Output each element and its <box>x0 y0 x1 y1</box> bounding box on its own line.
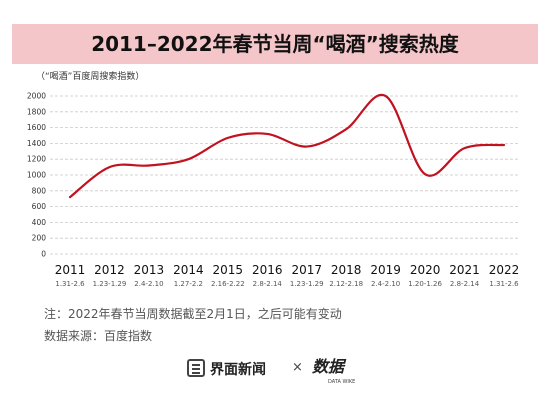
footer-brand: 界面新闻 <box>210 362 266 378</box>
y-tick-labels: 0 200 400 600 800 1000 1200 1400 1600 1800 2000 <box>27 92 46 259</box>
x-date-range-label: 1.31-2.6 <box>489 280 519 288</box>
y-axis-label: （“喝酒”百度周搜索指数） <box>36 70 144 82</box>
x-tick-label: 2017 <box>291 263 322 277</box>
title-bar: 2011–2022年春节当周“喝酒”搜索热度 <box>12 24 538 64</box>
x-date-range-label: 2.4-2.10 <box>371 280 400 288</box>
x-date-range-label: 1.31-2.6 <box>55 280 85 288</box>
line-chart: （“喝酒”百度周搜索指数） 0 200 400 600 800 1000 1200 1400 1… <box>27 70 520 288</box>
x-date-range-label: 1.20-1.26 <box>408 280 442 288</box>
y-tick-label: 600 <box>32 202 47 211</box>
news-logo-icon <box>187 359 205 377</box>
y-tick-label: 1800 <box>27 107 46 116</box>
x-tick-label: 2020 <box>410 263 441 277</box>
x-date-range-label: 1.23-1.29 <box>93 280 127 288</box>
x-date-range-label: 2.12-2.18 <box>329 280 363 288</box>
y-tick-label: 800 <box>32 186 47 195</box>
data-wike-logo: 数据 DATA WIKE <box>312 357 355 385</box>
footer-separator: × <box>292 360 303 375</box>
x-date-range-label: 1.23-1.29 <box>290 280 324 288</box>
y-tick-label: 1000 <box>27 171 46 180</box>
x-tick-labels: 2011 1.31-2.6 2012 1.23-1.29 2013 2.4-2.10 201… <box>55 263 520 288</box>
footer: 界面新闻 × 数据 DATA WIKE <box>0 350 550 386</box>
x-tick-label: 2013 <box>134 263 165 277</box>
y-tick-label: 1400 <box>27 139 46 148</box>
x-date-range-label: 2.8-2.14 <box>253 280 283 288</box>
y-tick-label: 400 <box>32 218 47 227</box>
y-tick-label: 2000 <box>27 92 46 101</box>
x-tick-label: 2012 <box>94 263 125 277</box>
x-tick-label: 2014 <box>173 263 204 277</box>
x-tick-label: 2022 <box>489 263 520 277</box>
chart-title: 2011–2022年春节当周“喝酒”搜索热度 <box>91 32 459 56</box>
x-tick-label: 2016 <box>252 263 283 277</box>
x-tick-label: 2021 <box>449 263 480 277</box>
y-tick-label: 200 <box>32 234 47 243</box>
data-source: 数据来源：百度指数 <box>44 329 153 343</box>
series-line <box>68 93 506 199</box>
x-date-range-label: 1.27-2.2 <box>174 280 203 288</box>
x-date-range-label: 2.16-2.22 <box>211 280 245 288</box>
grid-lines <box>50 95 518 255</box>
data-wike-logo-text: 数据 <box>312 357 347 376</box>
x-date-range-label: 2.4-2.10 <box>134 280 163 288</box>
data-wike-logo-sub: DATA WIKE <box>328 379 355 385</box>
y-tick-label: 1600 <box>27 123 46 132</box>
x-tick-label: 2018 <box>331 263 362 277</box>
y-tick-label: 1200 <box>27 155 46 164</box>
x-tick-label: 2011 <box>55 263 86 277</box>
x-date-range-label: 2.8-2.14 <box>450 280 480 288</box>
x-tick-label: 2015 <box>213 263 244 277</box>
x-tick-label: 2019 <box>370 263 401 277</box>
footnote: 注：2022年春节当周数据截至2月1日，之后可能有变动 <box>44 307 342 321</box>
y-tick-label: 0 <box>41 250 46 259</box>
